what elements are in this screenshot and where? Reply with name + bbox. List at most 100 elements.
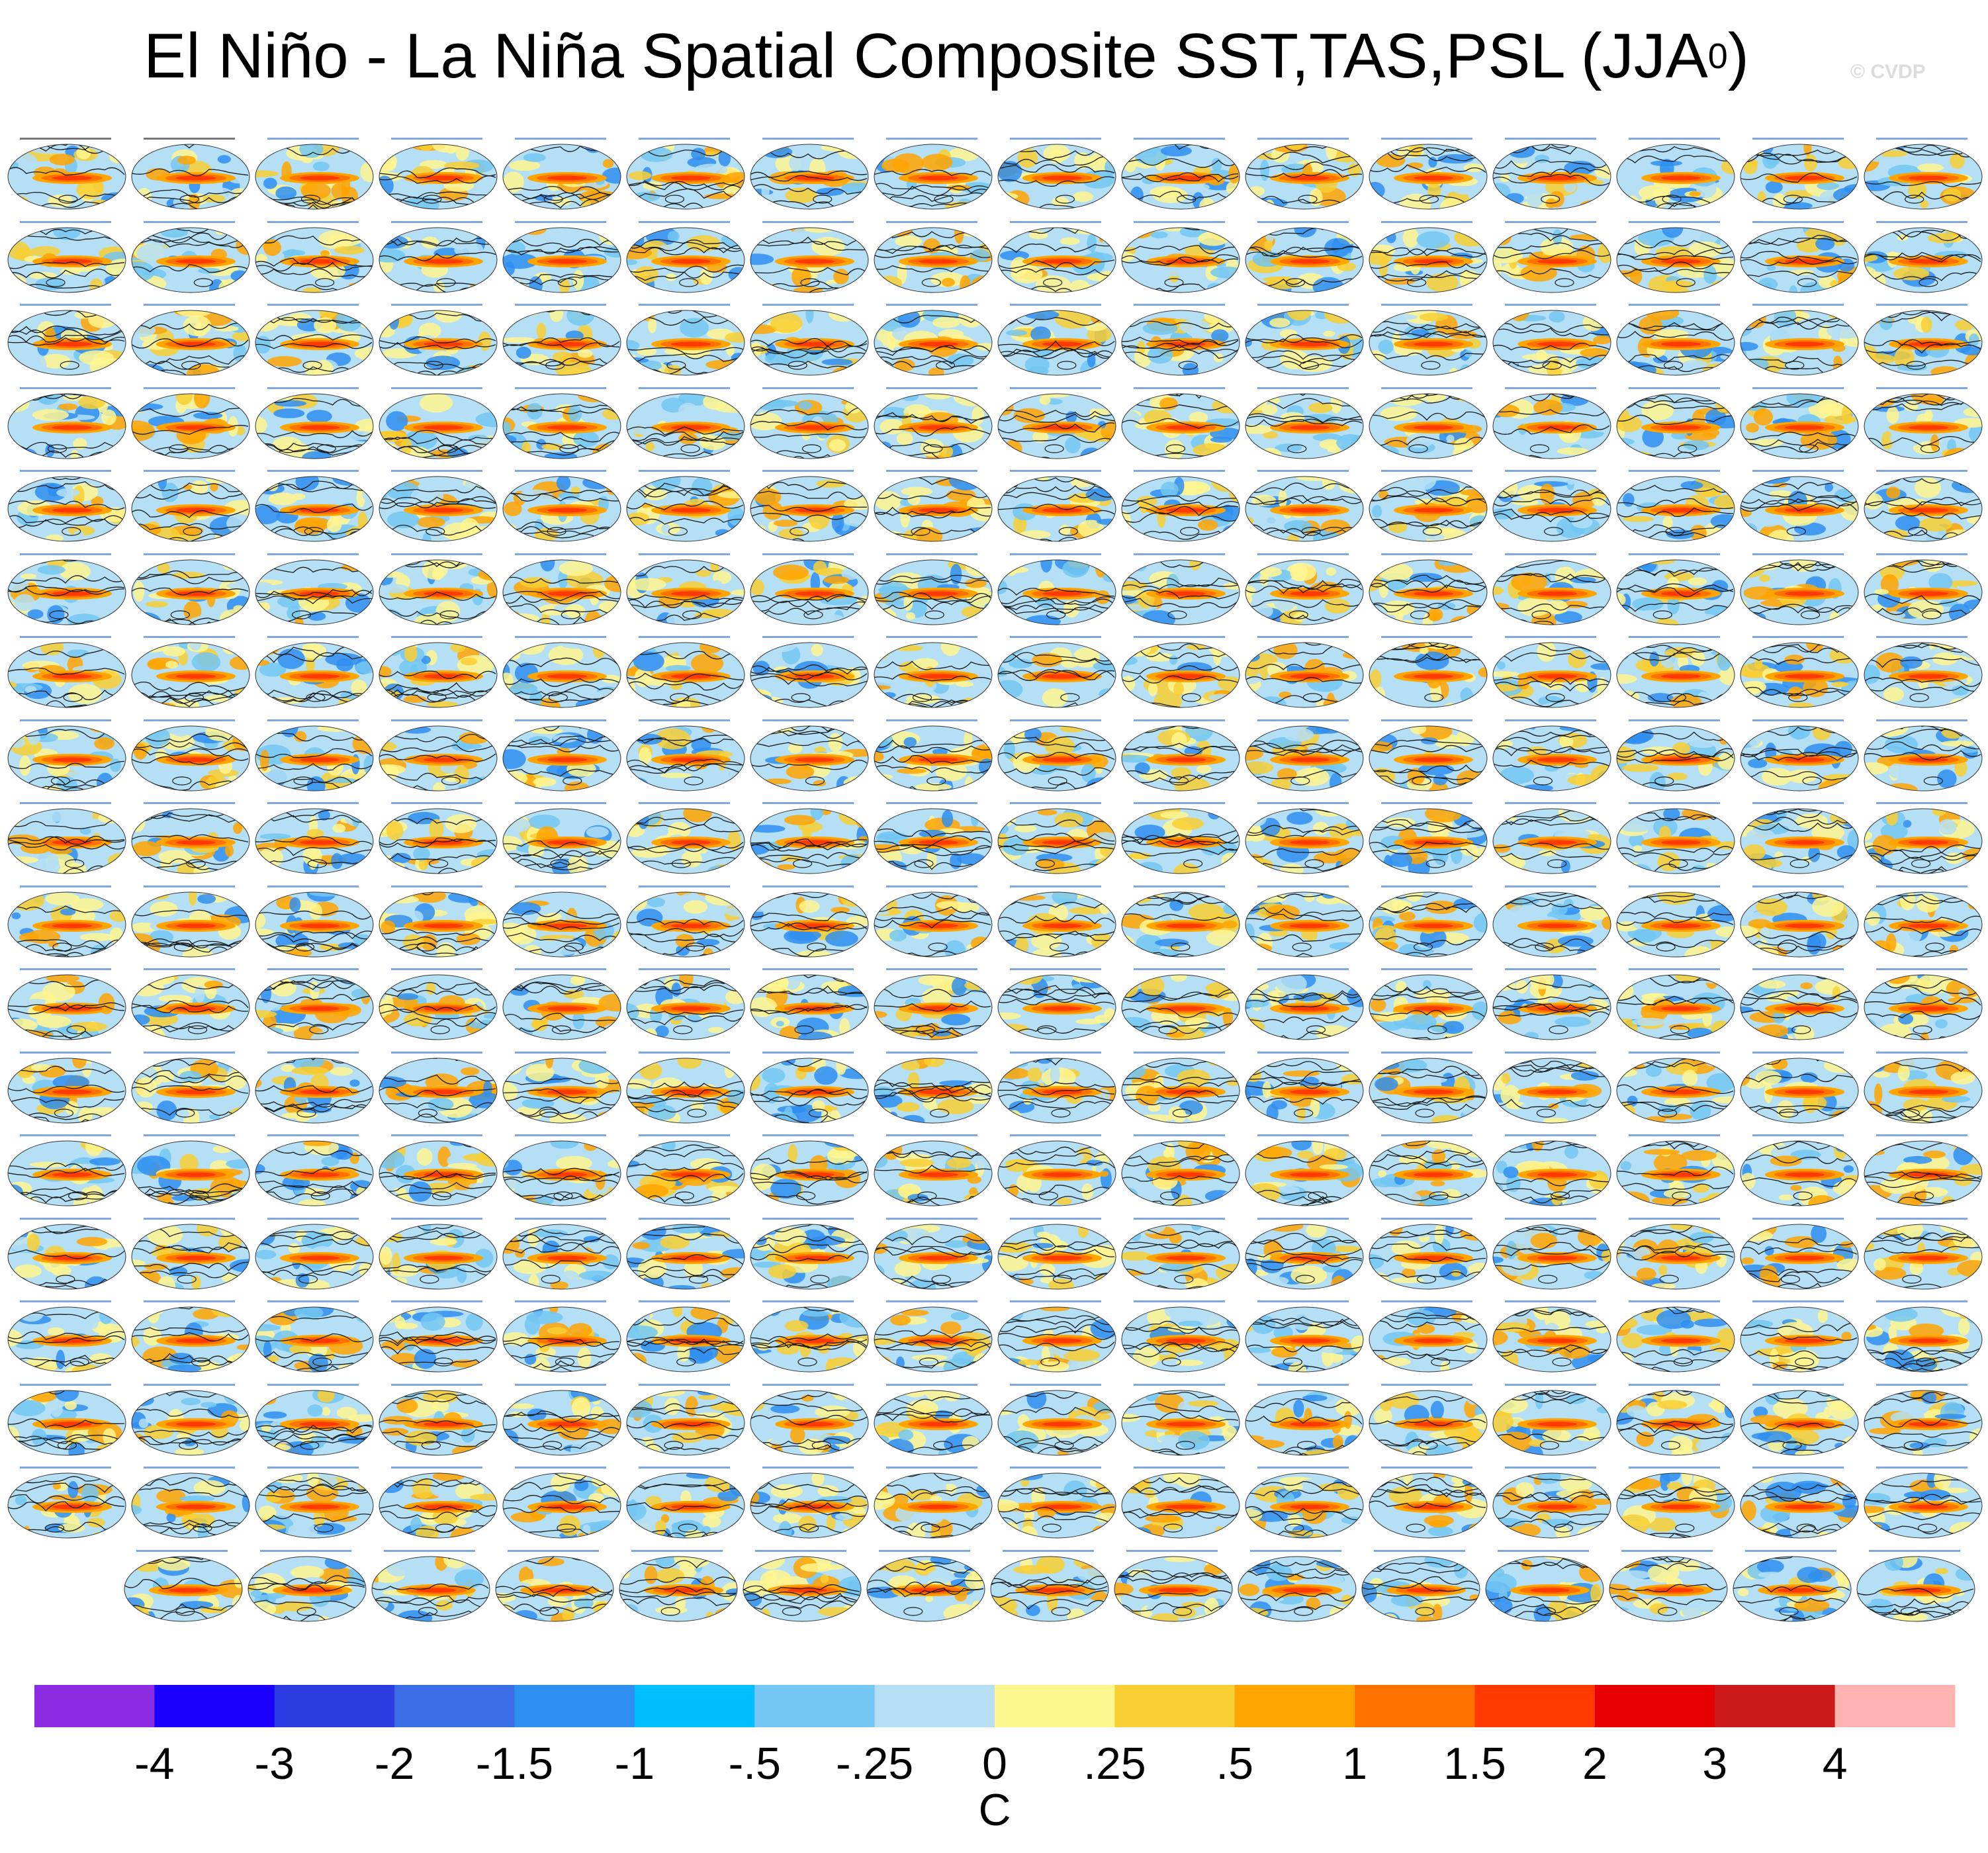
- anomaly-blob: [401, 725, 431, 734]
- map-outline: [997, 642, 1116, 708]
- psl-contour: [1048, 776, 1067, 786]
- panel-caption-mark: [639, 802, 730, 804]
- psl-contour: [255, 341, 373, 349]
- anomaly-blob: [1590, 866, 1611, 874]
- composite-map-panel: [1740, 470, 1859, 542]
- anomaly-blob: [1748, 758, 1768, 768]
- anomaly-blob: [1740, 697, 1762, 707]
- psl-contour: [1493, 676, 1610, 685]
- psl-contour: [1617, 253, 1734, 260]
- psl-contour: [1533, 776, 1553, 786]
- psl-contour: [132, 263, 249, 273]
- anomaly-blob: [1759, 574, 1770, 582]
- map-outline: [874, 642, 993, 708]
- anomaly-blob: [1689, 191, 1701, 197]
- psl-contour: [503, 431, 620, 442]
- anomaly-blob: [40, 353, 71, 369]
- anomaly-blob: [1744, 310, 1766, 328]
- composite-map-panel: [1492, 553, 1611, 625]
- psl-contour: [750, 348, 868, 359]
- anomaly-blob: [274, 400, 307, 407]
- map-outline: [1245, 310, 1364, 376]
- warm-tongue: [176, 259, 216, 263]
- psl-contour: [1617, 354, 1734, 364]
- map-outline: [379, 227, 498, 293]
- anomaly-blob: [1160, 811, 1189, 819]
- composite-map-panel: [997, 304, 1116, 376]
- psl-contour: [170, 610, 190, 619]
- anomaly-blob: [1097, 529, 1107, 541]
- psl-contour: [627, 672, 744, 682]
- panel-caption-mark: [1134, 220, 1225, 223]
- psl-contour: [1864, 593, 1981, 605]
- anomaly-blob: [773, 564, 809, 580]
- psl-contour: [563, 776, 582, 786]
- panel-caption-mark: [639, 386, 730, 389]
- psl-contour: [255, 317, 373, 326]
- panel-caption-mark: [391, 138, 482, 140]
- anomaly-blob: [443, 161, 480, 170]
- anomaly-blob: [793, 287, 823, 293]
- composite-map-panel: [626, 802, 745, 874]
- psl-contour: [998, 204, 1115, 209]
- psl-contour: [1864, 181, 1981, 187]
- anomaly-blob: [509, 160, 541, 171]
- anomaly-blob: [183, 600, 202, 621]
- anomaly-blob: [1165, 439, 1185, 459]
- anomaly-blob: [232, 729, 249, 751]
- anomaly-blob: [379, 227, 396, 234]
- anomaly-blob: [1718, 865, 1735, 874]
- psl-contour: [1290, 776, 1310, 786]
- panel-caption-mark: [1257, 470, 1349, 472]
- psl-contour: [132, 489, 249, 500]
- psl-contour: [132, 834, 249, 842]
- psl-contour: [47, 443, 68, 453]
- anomaly-blob: [1493, 535, 1500, 541]
- anomaly-blob: [1371, 748, 1408, 769]
- map-outline: [1245, 227, 1364, 293]
- panel-caption-mark: [1752, 636, 1844, 638]
- anomaly-blob: [1473, 227, 1487, 231]
- anomaly-blob: [275, 186, 297, 201]
- psl-contour: [1864, 682, 1981, 692]
- anomaly-blob: [1287, 533, 1300, 541]
- psl-contour: [1740, 604, 1858, 613]
- anomaly-blob: [1493, 248, 1523, 263]
- psl-contour: [1493, 268, 1610, 279]
- anomaly-blob: [833, 268, 849, 285]
- panel-caption-mark: [144, 470, 235, 472]
- anomaly-blob: [1511, 572, 1547, 592]
- anomaly-blob: [1148, 682, 1158, 696]
- psl-contour: [1369, 435, 1486, 446]
- psl-contour: [1864, 251, 1981, 260]
- psl-contour: [1245, 743, 1363, 752]
- map-outline: [1121, 393, 1240, 459]
- anomaly-blob: [210, 482, 218, 492]
- psl-contour: [379, 498, 496, 508]
- psl-contour: [934, 195, 954, 204]
- anomaly-blob: [379, 780, 388, 787]
- anomaly-blob: [141, 144, 164, 150]
- anomaly-blob: [1885, 735, 1919, 754]
- warm-tongue: [1909, 425, 1948, 429]
- warm-tongue: [919, 175, 958, 181]
- panel-caption-mark: [144, 386, 235, 389]
- anomaly-blob: [1667, 772, 1688, 780]
- psl-contour: [1369, 602, 1486, 612]
- psl-contour: [627, 347, 744, 355]
- composite-map-panel: [1864, 220, 1983, 293]
- anomaly-blob: [1428, 157, 1437, 168]
- anomaly-blob: [582, 476, 613, 490]
- anomaly-blob: [1703, 265, 1717, 284]
- anomaly-blob: [1212, 760, 1224, 782]
- psl-contour: [1369, 321, 1486, 330]
- anomaly-blob: [1160, 145, 1192, 157]
- anomaly-blob: [255, 453, 288, 459]
- panel-caption-mark: [20, 719, 111, 721]
- psl-contour: [1122, 836, 1239, 844]
- panel-caption-mark: [1752, 470, 1844, 472]
- psl-contour: [379, 251, 496, 261]
- map-outline: [1492, 559, 1611, 625]
- composite-map-panel: [1492, 470, 1611, 542]
- psl-contour: [1055, 195, 1075, 204]
